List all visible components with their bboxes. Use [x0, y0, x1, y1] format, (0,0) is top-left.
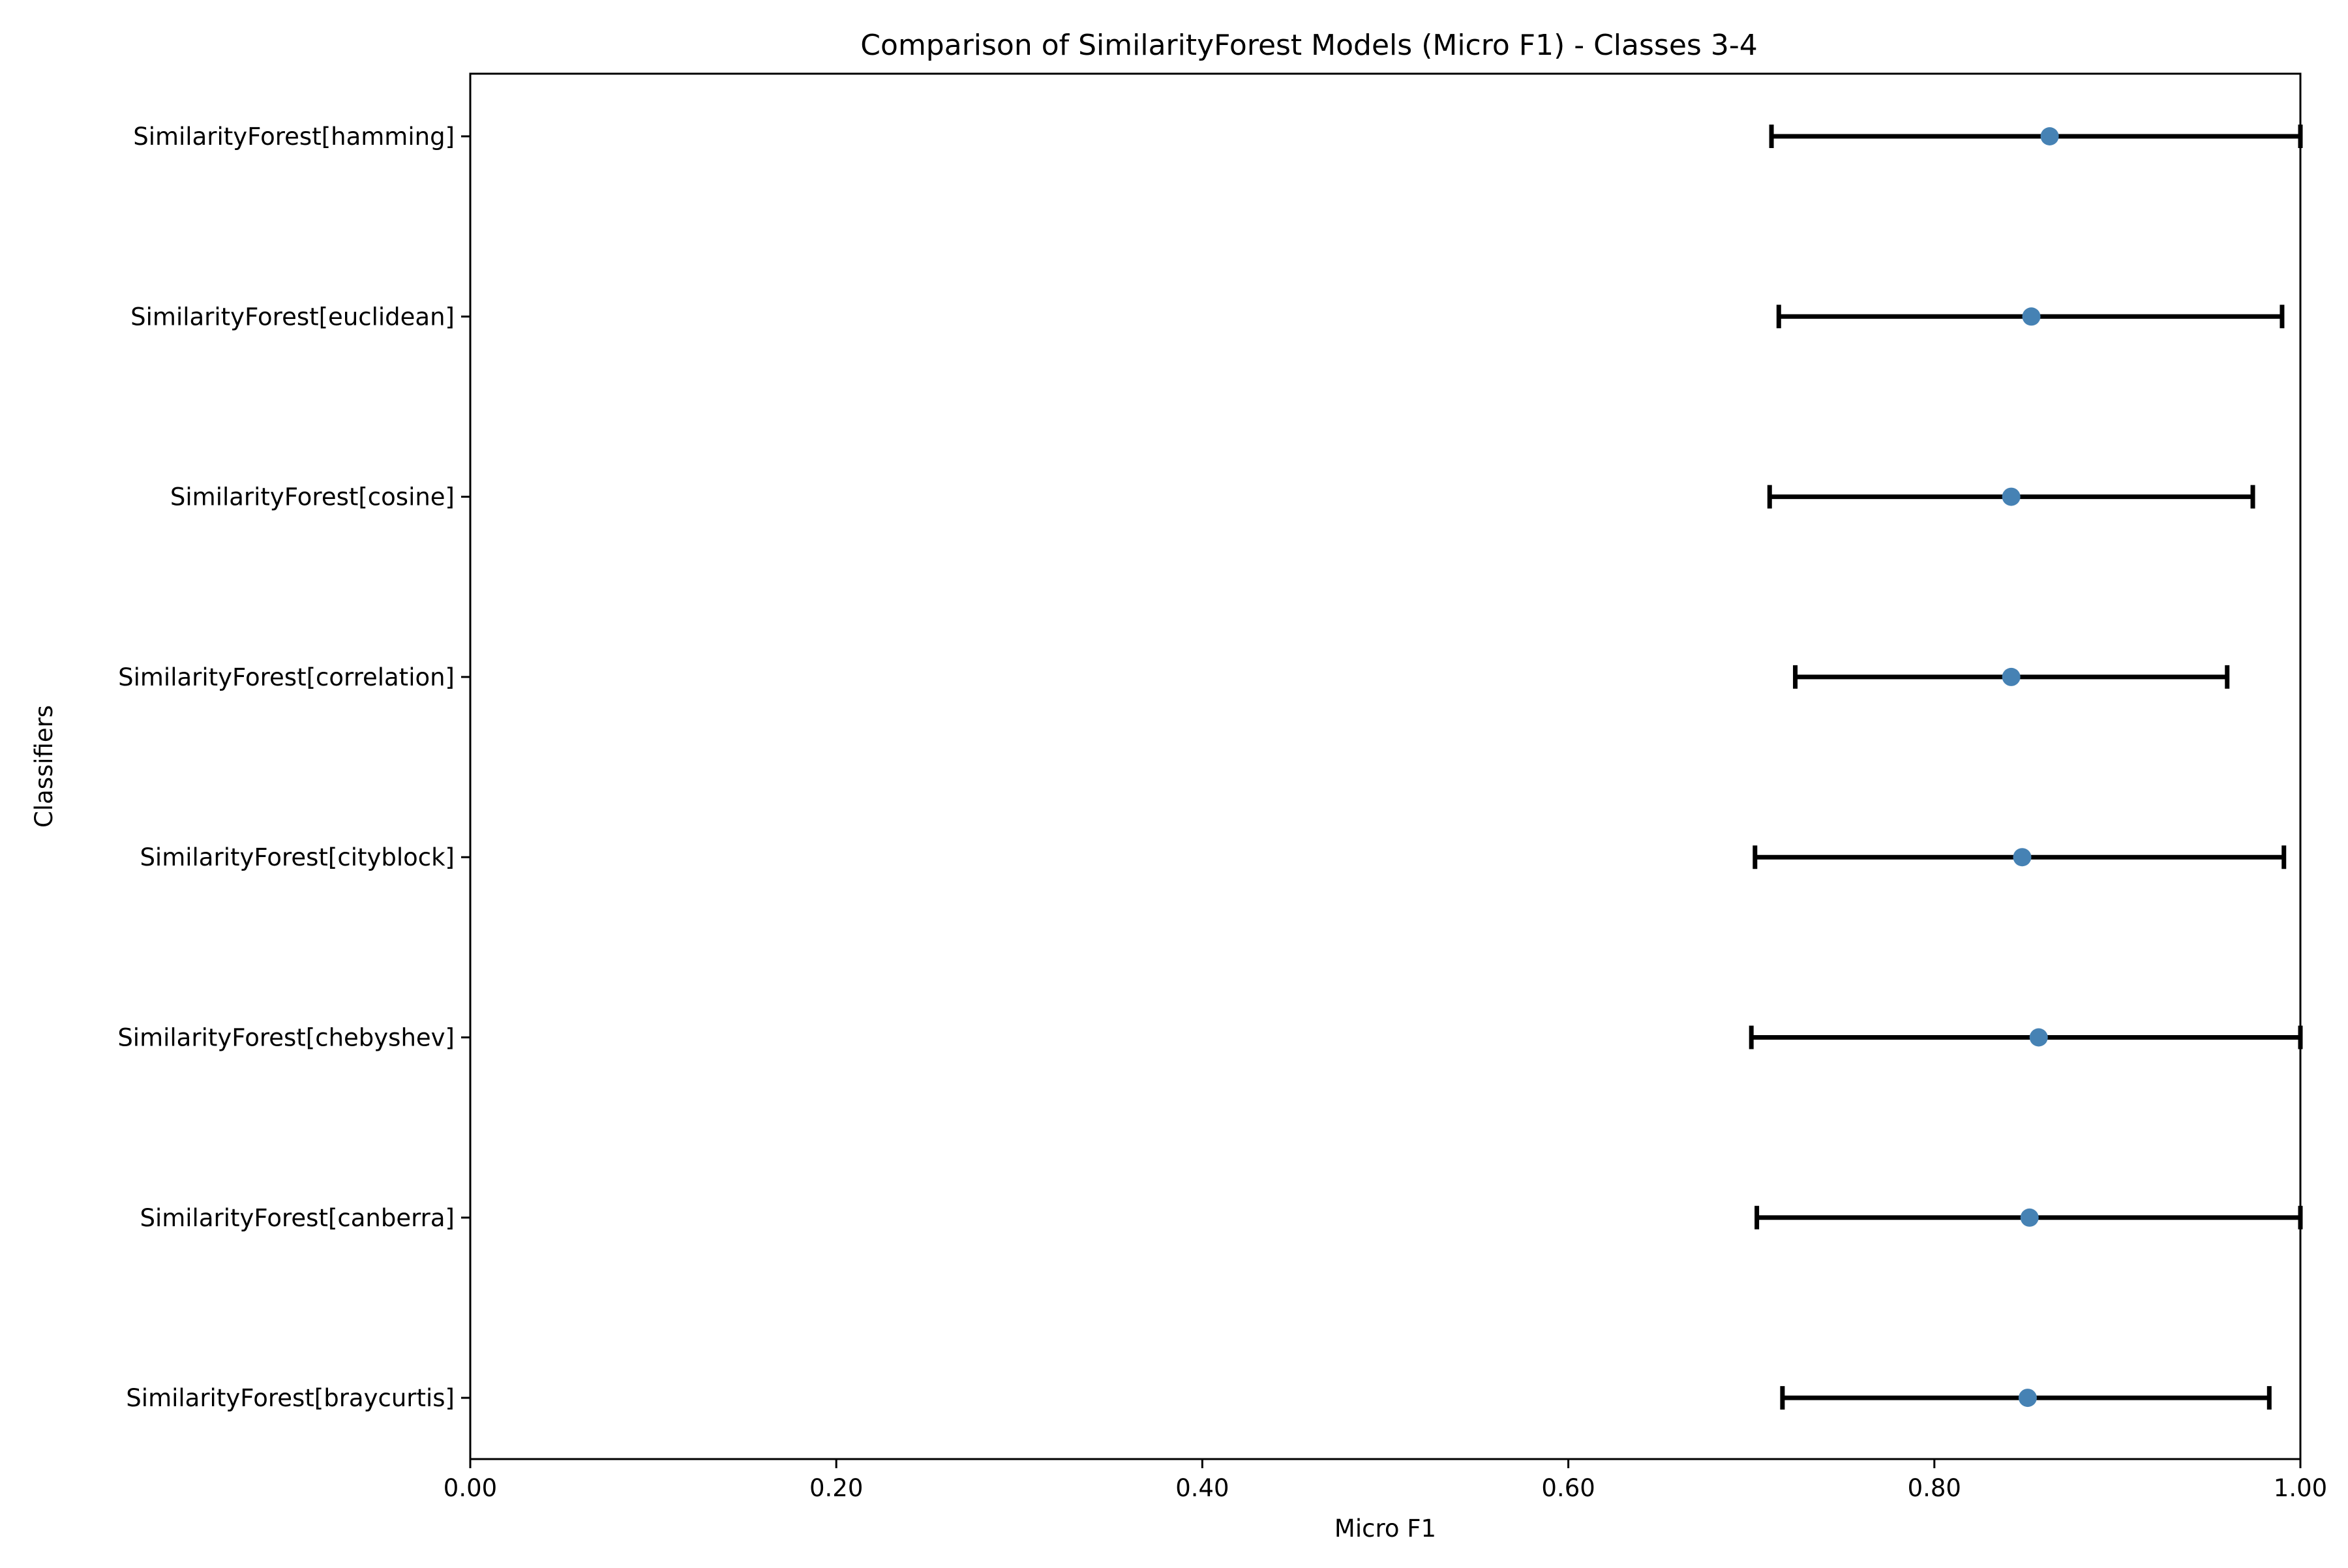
x-tick-label: 0.00	[444, 1474, 497, 1502]
x-tick-label: 0.20	[809, 1474, 863, 1502]
y-tick-label: SimilarityForest[cityblock]	[140, 843, 455, 871]
x-tick-label: 0.60	[1541, 1474, 1595, 1502]
x-tick-label: 0.80	[1908, 1474, 1961, 1502]
y-tick-label: SimilarityForest[braycurtis]	[126, 1384, 455, 1412]
y-tick-label: SimilarityForest[correlation]	[118, 663, 455, 691]
data-point	[2013, 848, 2032, 867]
data-point	[2022, 307, 2041, 326]
plot-frame	[469, 72, 2302, 1460]
y-tick-label: SimilarityForest[hamming]	[133, 123, 455, 151]
y-tick-label: SimilarityForest[cosine]	[170, 483, 455, 511]
data-point	[2002, 487, 2021, 506]
y-axis-label: Classifiers	[30, 705, 58, 828]
y-tick-label: SimilarityForest[canberra]	[140, 1204, 455, 1232]
data-point	[2002, 667, 2021, 686]
x-axis: 0.00 0.20 0.40 0.60 0.80 1.00	[444, 1459, 2327, 1502]
x-axis-label: Micro F1	[1334, 1515, 1436, 1543]
plot-area	[1749, 125, 2303, 1410]
y-tick-label: SimilarityForest[euclidean]	[130, 303, 455, 331]
y-axis: SimilarityForest[hamming] SimilarityFores…	[117, 123, 470, 1412]
chart-title: Comparison of SimilarityForest Models (M…	[860, 29, 1757, 62]
y-tick-label: SimilarityForest[chebyshev]	[117, 1024, 455, 1052]
x-tick-label: 0.40	[1175, 1474, 1229, 1502]
x-tick-label: 1.00	[2274, 1474, 2327, 1502]
data-point	[2020, 1208, 2039, 1227]
data-point	[2018, 1389, 2037, 1408]
data-point	[2040, 127, 2059, 145]
data-point	[2029, 1028, 2048, 1047]
